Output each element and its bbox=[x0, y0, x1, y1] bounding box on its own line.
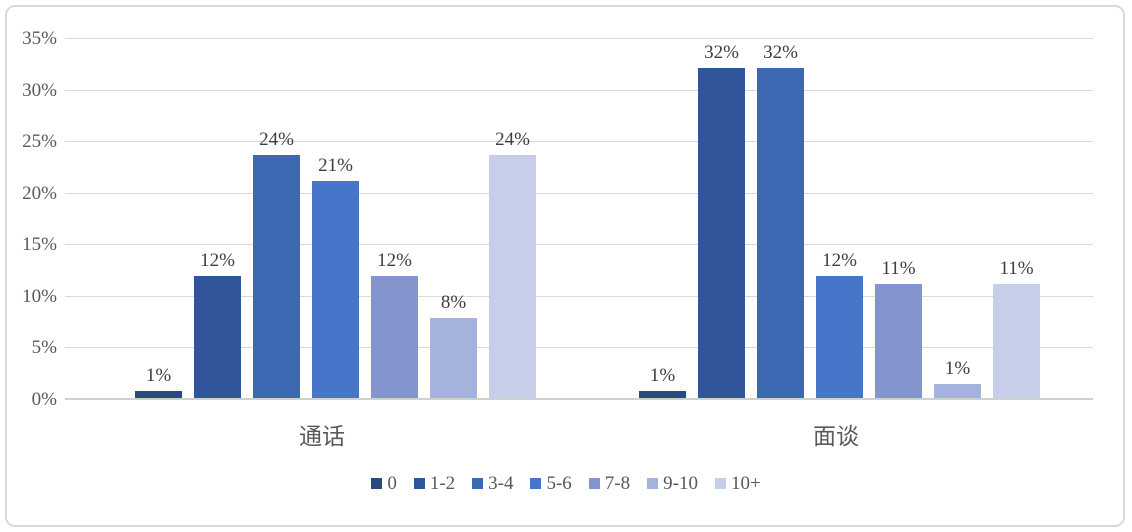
bar-7-8 bbox=[875, 283, 922, 398]
bar-slot: 1% bbox=[135, 366, 182, 398]
legend-label: 9-10 bbox=[663, 473, 698, 494]
bar-1-2 bbox=[194, 276, 241, 398]
y-tick-label: 15% bbox=[22, 234, 57, 256]
bar-0 bbox=[135, 390, 182, 398]
y-tick-label: 5% bbox=[31, 337, 57, 359]
data-label: 12% bbox=[377, 250, 412, 272]
y-tick-label: 20% bbox=[22, 182, 57, 204]
data-label: 24% bbox=[495, 128, 530, 150]
bar-slot: 11% bbox=[993, 259, 1040, 398]
bar-0 bbox=[639, 390, 686, 398]
legend-label: 10+ bbox=[730, 473, 761, 494]
data-label: 24% bbox=[259, 128, 294, 150]
y-tick-label: 0% bbox=[31, 389, 57, 410]
bar-5-6 bbox=[312, 181, 359, 398]
data-label: 32% bbox=[704, 41, 739, 63]
data-label: 12% bbox=[200, 250, 235, 272]
legend-swatch-icon bbox=[714, 478, 726, 489]
legend-swatch-icon bbox=[413, 478, 425, 489]
data-label: 1% bbox=[649, 364, 676, 386]
data-label: 1% bbox=[944, 357, 971, 379]
bar-slot: 32% bbox=[698, 43, 745, 398]
legend-label: 5-6 bbox=[546, 473, 572, 494]
legend-label: 0 bbox=[387, 473, 397, 494]
bar-slot: 21% bbox=[312, 156, 359, 398]
x-axis-line bbox=[65, 398, 1093, 400]
bar-slot: 12% bbox=[194, 251, 241, 398]
gridline bbox=[65, 244, 1093, 246]
gridline bbox=[65, 38, 1093, 39]
bar-9-10 bbox=[934, 383, 981, 398]
legend-item-1-2: 1-2 bbox=[413, 473, 456, 494]
bar-1-2 bbox=[698, 67, 745, 398]
bar-3-4 bbox=[253, 154, 300, 398]
bar-slot: 32% bbox=[757, 43, 804, 398]
legend-label: 7-8 bbox=[604, 473, 631, 494]
bar-5-6 bbox=[816, 276, 863, 398]
legend-label: 1-2 bbox=[429, 473, 456, 494]
data-label: 1% bbox=[145, 364, 172, 386]
legend-item-0: 0 bbox=[371, 474, 397, 493]
bar-group-2: 1% 32% 32% 12% 11% 1% 11% bbox=[639, 37, 1040, 398]
data-label: 12% bbox=[822, 250, 857, 272]
legend-swatch-icon bbox=[647, 478, 659, 489]
bar-slot: 12% bbox=[371, 251, 418, 398]
bar-3-4 bbox=[757, 67, 804, 398]
y-tick-label: 10% bbox=[22, 285, 57, 307]
category-label-2: 面谈 bbox=[813, 424, 859, 449]
legend-label: 3-4 bbox=[488, 473, 514, 494]
y-tick-label: 30% bbox=[22, 79, 57, 101]
bar-slot: 24% bbox=[489, 130, 536, 398]
data-label: 8% bbox=[440, 291, 467, 313]
legend-item-7-8: 7-8 bbox=[588, 473, 631, 494]
bar-slot: 8% bbox=[430, 293, 477, 398]
legend-swatch-icon bbox=[472, 478, 484, 489]
legend-swatch-icon bbox=[530, 478, 542, 489]
data-label: 32% bbox=[763, 41, 798, 63]
y-tick-label: 35% bbox=[22, 28, 57, 49]
gridline bbox=[65, 192, 1093, 194]
bar-9-10 bbox=[430, 317, 477, 398]
data-label: 11% bbox=[881, 257, 916, 279]
gridline bbox=[65, 141, 1093, 143]
bar-7-8 bbox=[371, 276, 418, 398]
legend-swatch-icon bbox=[588, 478, 600, 489]
bar-slot: 1% bbox=[934, 359, 981, 398]
bar-10+ bbox=[489, 154, 536, 398]
gridline bbox=[65, 89, 1093, 91]
category-label-1: 通话 bbox=[299, 424, 345, 449]
legend-item-9-10: 9-10 bbox=[647, 474, 698, 493]
data-label: 21% bbox=[318, 155, 353, 177]
bar-slot: 12% bbox=[816, 251, 863, 398]
legend-item-3-4: 3-4 bbox=[472, 474, 513, 493]
bar-slot: 11% bbox=[875, 259, 922, 398]
legend: 0 1-2 3-4 5-6 7-8 9-10 10+ bbox=[0, 474, 1132, 493]
y-tick-label: 25% bbox=[22, 131, 57, 153]
legend-item-5-6: 5-6 bbox=[530, 473, 572, 494]
data-label: 11% bbox=[999, 257, 1034, 279]
bar-group-1: 1% 12% 24% 21% 12% 8% 24% bbox=[135, 37, 536, 398]
bar-10+ bbox=[993, 283, 1040, 398]
legend-swatch-icon bbox=[371, 478, 383, 489]
gridline bbox=[65, 295, 1093, 297]
bar-slot: 1% bbox=[639, 366, 686, 398]
bar-slot: 24% bbox=[253, 130, 300, 398]
legend-item-10+: 10+ bbox=[714, 473, 761, 494]
gridline bbox=[65, 347, 1093, 349]
